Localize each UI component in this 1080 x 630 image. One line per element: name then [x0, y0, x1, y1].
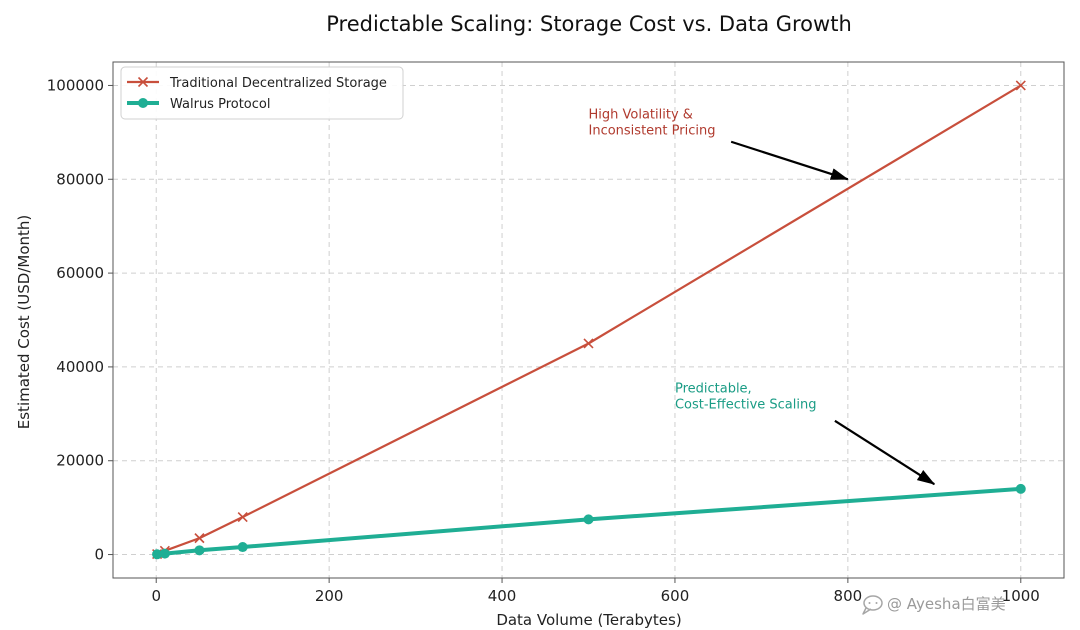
x-tick-label-3: 600	[661, 587, 690, 605]
legend-label-traditional: Traditional Decentralized Storage	[169, 76, 387, 91]
watermark-text: @ Ayesha白富美	[887, 595, 1006, 613]
annotation-0-line-0: High Volatility &	[589, 107, 693, 122]
annotation-0: High Volatility & Inconsistent Pricing	[589, 107, 849, 181]
y-tick-label-3: 60000	[56, 264, 104, 282]
y-tick-label-1: 20000	[56, 452, 104, 470]
series-traditional-point-3-stroke-b	[237, 511, 248, 523]
legend-item-walrus: Walrus Protocol	[127, 97, 270, 112]
chat-bubble-icon	[862, 595, 883, 615]
annotation-0-arrow	[730, 140, 849, 181]
series-layer	[152, 80, 1026, 560]
series-walrus-point-0	[152, 549, 163, 560]
annotation-0-line-1: Inconsistent Pricing	[589, 123, 716, 138]
legend-swatch-marker-traditional-stroke-b	[137, 76, 149, 88]
chart-title-group: Predictable Scaling: Storage Cost vs. Da…	[326, 12, 852, 36]
series-traditional	[152, 80, 1026, 560]
y-tick-label-0: 0	[94, 546, 104, 564]
series-traditional-point-5	[1015, 80, 1026, 91]
series-walrus-point-2	[194, 545, 205, 556]
series-traditional-point-2-stroke-b	[194, 533, 205, 544]
x-axis-title: Data Volume (Terabytes)	[496, 611, 681, 629]
annotation-1-line-1: Cost-Effective Scaling	[675, 398, 817, 413]
y-tick-label-2: 40000	[56, 358, 104, 376]
series-traditional-point-2	[194, 533, 205, 544]
annotation-layer: High Volatility & Inconsistent Pricing Pre…	[589, 107, 936, 486]
x-tick-label-2: 400	[488, 587, 517, 605]
annotation-1-arrow	[834, 419, 936, 486]
watermark: @ Ayesha白富美	[862, 595, 1006, 615]
series-walrus-point-5	[1015, 483, 1026, 494]
series-walrus-point-3	[237, 542, 248, 553]
grid-layer	[113, 62, 1064, 578]
y-axis-title: Estimated Cost (USD/Month)	[15, 215, 33, 429]
x-tick-label-4: 800	[834, 587, 863, 605]
annotation-0-text: High Volatility & Inconsistent Pricing	[589, 107, 716, 138]
ticks-layer: 0 200 400 600 800 1000 0 20000 40000 60000 80000 10…	[47, 76, 1040, 605]
series-walrus	[152, 483, 1026, 560]
x-tick-label-1: 200	[315, 587, 344, 605]
legend-swatch-marker-walrus	[138, 98, 148, 108]
series-traditional-point-5-stroke-b	[1015, 80, 1026, 91]
legend-swatch-marker-traditional	[137, 76, 149, 88]
legend-label-walrus: Walrus Protocol	[170, 97, 270, 112]
series-walrus-point-1	[159, 548, 170, 559]
annotation-1-text: Predictable, Cost-Effective Scaling	[675, 382, 817, 413]
series-traditional-point-3	[237, 511, 248, 523]
series-traditional-point-4-stroke-b	[583, 338, 594, 349]
series-traditional-point-4	[583, 338, 594, 349]
legend: Traditional Decentralized Storage Walrus …	[120, 66, 404, 120]
chart-title: Predictable Scaling: Storage Cost vs. Da…	[326, 12, 852, 36]
annotation-1-line-0: Predictable,	[675, 382, 752, 397]
plot-frame	[112, 61, 1065, 579]
y-tick-label-4: 80000	[56, 170, 104, 188]
annotation-1: Predictable, Cost-Effective Scaling	[675, 382, 936, 486]
x-tick-label-5: 1000	[1002, 587, 1040, 605]
series-walrus-point-4	[583, 514, 594, 525]
x-tick-label-0: 0	[151, 587, 161, 605]
axes-layer	[112, 61, 1065, 579]
legend-item-traditional: Traditional Decentralized Storage	[127, 76, 387, 91]
legend-box	[120, 66, 404, 120]
series-traditional-line	[156, 84, 1022, 556]
y-tick-label-5: 100000	[47, 76, 104, 94]
